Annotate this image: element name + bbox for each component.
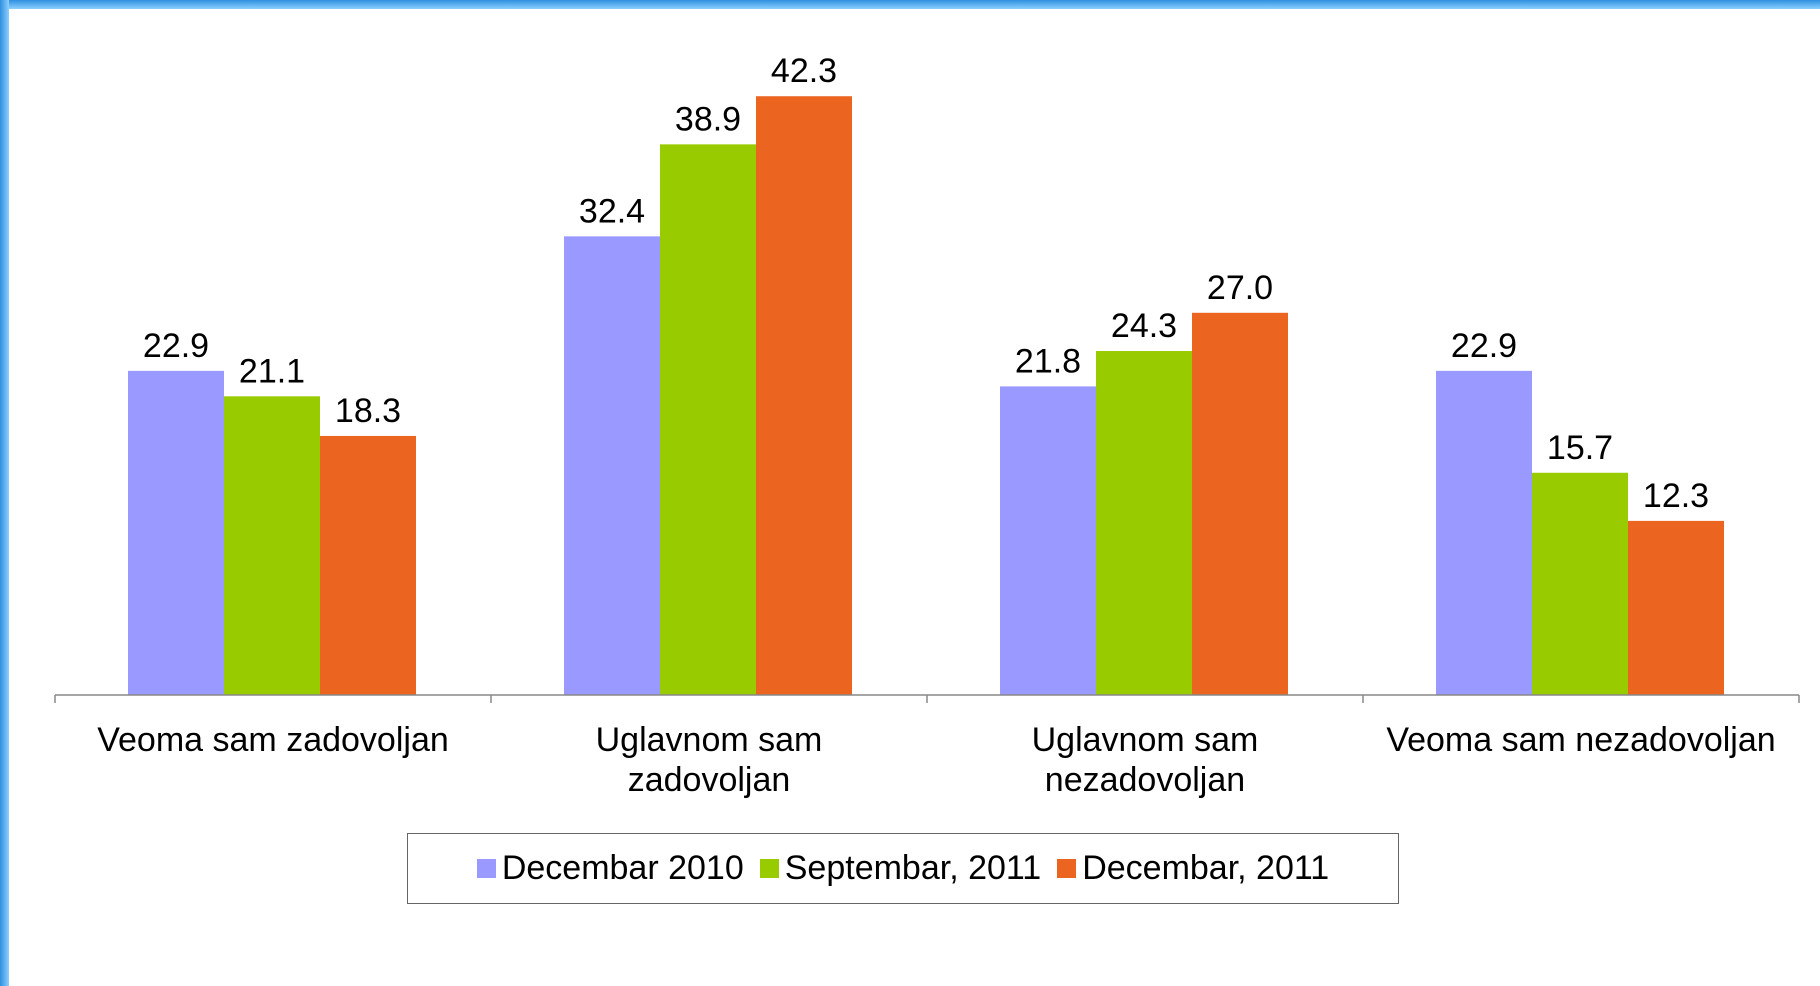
x-tick-label: Uglavnom sam zadovoljan <box>595 721 823 799</box>
data-label: 21.8 <box>1015 342 1081 380</box>
data-label: 22.9 <box>143 327 209 365</box>
bar <box>660 144 756 696</box>
bar <box>1532 472 1628 695</box>
data-label: 24.3 <box>1111 307 1177 345</box>
bar <box>128 370 224 695</box>
bar <box>224 396 320 695</box>
legend-swatch <box>759 859 779 878</box>
legend-label: Decembar 2010 <box>501 849 744 887</box>
bar <box>1000 386 1096 695</box>
data-label: 18.3 <box>335 392 401 430</box>
data-label: 27.0 <box>1207 269 1273 307</box>
bar <box>320 435 416 695</box>
data-label: 15.7 <box>1547 429 1613 467</box>
bar <box>1628 520 1724 695</box>
x-tick-label: Uglavnom sam nezadovoljan <box>1031 721 1259 799</box>
data-label: 38.9 <box>675 100 741 138</box>
data-label: 42.3 <box>771 52 837 90</box>
legend-label: Decembar, 2011 <box>1082 849 1330 887</box>
left-border <box>0 0 9 986</box>
x-tick-label: Veoma sam nezadovoljan <box>1386 721 1776 759</box>
legend-item: Decembar 2010 <box>476 849 744 888</box>
legend-swatch <box>476 859 496 878</box>
bar <box>564 236 660 696</box>
data-label: 32.4 <box>579 192 645 230</box>
legend-swatch <box>1057 859 1077 878</box>
data-label: 22.9 <box>1451 327 1517 365</box>
bar <box>1096 351 1192 695</box>
x-tick-label: Veoma sam zadovoljan <box>97 721 449 759</box>
legend-item: Septembar, 2011 <box>759 849 1042 888</box>
bar <box>1436 370 1532 695</box>
bar <box>756 96 852 696</box>
top-border <box>0 0 1820 9</box>
data-label: 21.1 <box>239 352 305 390</box>
legend-label: Septembar, 2011 <box>784 849 1042 887</box>
legend-item: Decembar, 2011 <box>1057 849 1329 888</box>
legend: Decembar 2010 Septembar, 2011 Decembar, 20… <box>407 833 1399 904</box>
bar <box>1192 312 1288 695</box>
data-label: 12.3 <box>1643 477 1709 515</box>
